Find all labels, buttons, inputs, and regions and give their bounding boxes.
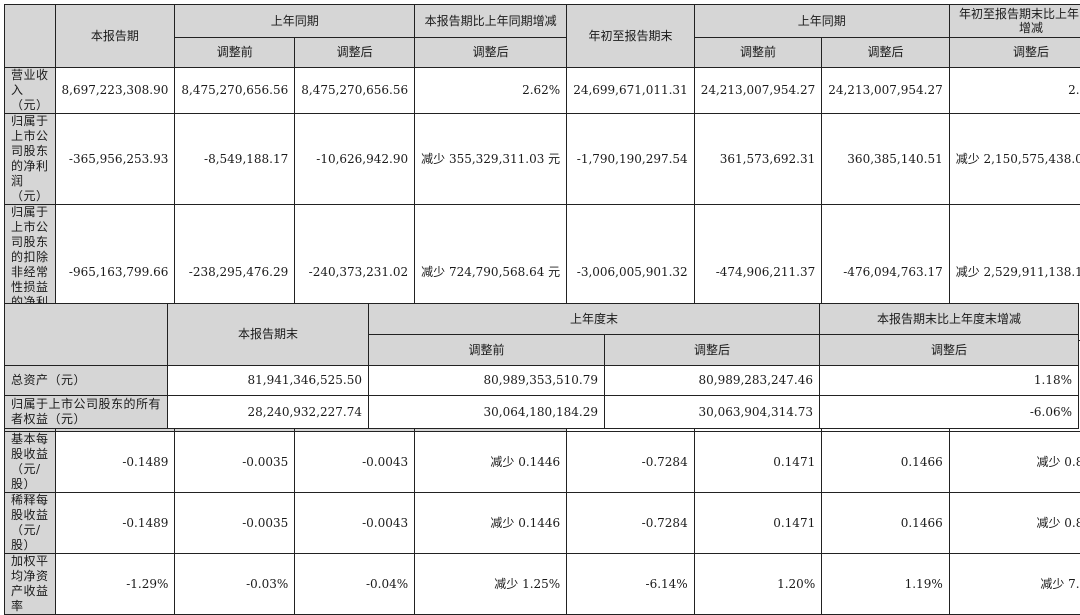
header-prior-period-2: 上年同期 xyxy=(694,5,949,38)
cell: 361,573,692.31 xyxy=(694,114,822,205)
cell: 81,941,346,525.50 xyxy=(168,366,369,396)
row-label: 营业收入（元） xyxy=(5,68,56,114)
cell: 减少 7.33% xyxy=(949,554,1080,615)
header-change-vs-prior: 本报告期比上年同期增减 xyxy=(415,5,567,38)
cell: 减少 1.25% xyxy=(415,554,567,615)
table-row: 加权平均净资产收益率 -1.29% -0.03% -0.04% 减少 1.25%… xyxy=(5,554,1080,615)
cell: 24,213,007,954.27 xyxy=(822,68,950,114)
header-after-adj-2: 调整后 xyxy=(822,38,950,68)
balance-sheet-table: 本报告期末 上年度末 本报告期末比上年度末增减 调整前 调整后 调整后 总资产（… xyxy=(4,303,1079,429)
cell: 2.62% xyxy=(415,68,567,114)
cell: -0.1489 xyxy=(55,432,175,493)
cell: 8,697,223,308.90 xyxy=(55,68,175,114)
cell: 80,989,353,510.79 xyxy=(369,366,605,396)
table-row: 稀释每股收益（元/股） -0.1489 -0.0035 -0.0043 减少 0… xyxy=(5,493,1080,554)
cell: -6.14% xyxy=(567,554,695,615)
cell: 0.1471 xyxy=(694,493,822,554)
cell: 减少 0.1446 xyxy=(415,432,567,493)
cell: 80,989,283,247.46 xyxy=(605,366,820,396)
cell: 360,385,140.51 xyxy=(822,114,950,205)
cell: -0.0035 xyxy=(175,432,295,493)
cell: 24,699,671,011.31 xyxy=(567,68,695,114)
cell: 1.20% xyxy=(694,554,822,615)
row-label: 归属于上市公司股东的所有者权益（元） xyxy=(5,396,168,429)
row-label: 稀释每股收益（元/股） xyxy=(5,493,56,554)
header-change-after-adj: 调整后 xyxy=(820,335,1079,366)
table-row: 营业收入（元） 8,697,223,308.90 8,475,270,656.5… xyxy=(5,68,1080,114)
row-label: 加权平均净资产收益率 xyxy=(5,554,56,615)
cell: 减少 0.8750 xyxy=(949,493,1080,554)
row-label: 基本每股收益（元/股） xyxy=(5,432,56,493)
header-current-period: 本报告期 xyxy=(55,5,175,68)
cell: 减少 355,329,311.03 元 xyxy=(415,114,567,205)
table-row: 总资产（元） 81,941,346,525.50 80,989,353,510.… xyxy=(5,366,1079,396)
cell: 0.1466 xyxy=(822,432,950,493)
cell: -0.7284 xyxy=(567,493,695,554)
header-change-vs-year-end: 本报告期末比上年度末增减 xyxy=(820,304,1079,335)
cell: -0.7284 xyxy=(567,432,695,493)
cell: 0.1471 xyxy=(694,432,822,493)
header-ytd-change-after-adj: 调整后 xyxy=(949,38,1080,68)
cell: 1.18% xyxy=(820,366,1079,396)
table-row: 归属于上市公司股东的所有者权益（元） 28,240,932,227.74 30,… xyxy=(5,396,1079,429)
cell: 8,475,270,656.56 xyxy=(175,68,295,114)
cell: 0.1466 xyxy=(822,493,950,554)
row-label: 归属于上市公司股东的净利润（元） xyxy=(5,114,56,205)
cell: 1.19% xyxy=(822,554,950,615)
header-prior-period: 上年同期 xyxy=(175,5,415,38)
cell: 30,063,904,314.73 xyxy=(605,396,820,429)
header-ytd: 年初至报告期末 xyxy=(567,5,695,68)
header-before-adj-2: 调整前 xyxy=(694,38,822,68)
table-row: 归属于上市公司股东的净利润（元） -365,956,253.93 -8,549,… xyxy=(5,114,1080,205)
header-after-adj: 调整后 xyxy=(605,335,820,366)
header-ytd-change: 年初至报告期末比上年同期增减 xyxy=(949,5,1080,38)
cell: 减少 2,150,575,438.05 元 xyxy=(949,114,1080,205)
header-change-after-adj: 调整后 xyxy=(415,38,567,68)
cell: 减少 0.1446 xyxy=(415,493,567,554)
cell: -0.1489 xyxy=(55,493,175,554)
table-row: 基本每股收益（元/股） -0.1489 -0.0035 -0.0043 减少 0… xyxy=(5,432,1080,493)
cell: -365,956,253.93 xyxy=(55,114,175,205)
corner-header xyxy=(5,304,168,366)
cell: 28,240,932,227.74 xyxy=(168,396,369,429)
cell: -0.0043 xyxy=(295,432,415,493)
cell: -0.0035 xyxy=(175,493,295,554)
header-prior-year-end: 上年度末 xyxy=(369,304,820,335)
header-before-adj: 调整前 xyxy=(369,335,605,366)
header-after-adj: 调整后 xyxy=(295,38,415,68)
cell: -0.0043 xyxy=(295,493,415,554)
cell: -6.06% xyxy=(820,396,1079,429)
cell: -0.03% xyxy=(175,554,295,615)
cell: -0.04% xyxy=(295,554,415,615)
header-before-adj: 调整前 xyxy=(175,38,295,68)
cell: 8,475,270,656.56 xyxy=(295,68,415,114)
header-period-end: 本报告期末 xyxy=(168,304,369,366)
cell: 24,213,007,954.27 xyxy=(694,68,822,114)
corner-header xyxy=(5,5,56,68)
cell: -1,790,190,297.54 xyxy=(567,114,695,205)
row-label: 总资产（元） xyxy=(5,366,168,396)
cell: 减少 0.8750 xyxy=(949,432,1080,493)
cell: 30,064,180,184.29 xyxy=(369,396,605,429)
cell: -10,626,942.90 xyxy=(295,114,415,205)
cell: 2.01% xyxy=(949,68,1080,114)
cell: -1.29% xyxy=(55,554,175,615)
cell: -8,549,188.17 xyxy=(175,114,295,205)
